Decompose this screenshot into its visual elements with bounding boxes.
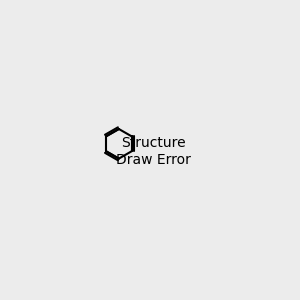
Text: Structure
Draw Error: Structure Draw Error xyxy=(116,136,191,166)
